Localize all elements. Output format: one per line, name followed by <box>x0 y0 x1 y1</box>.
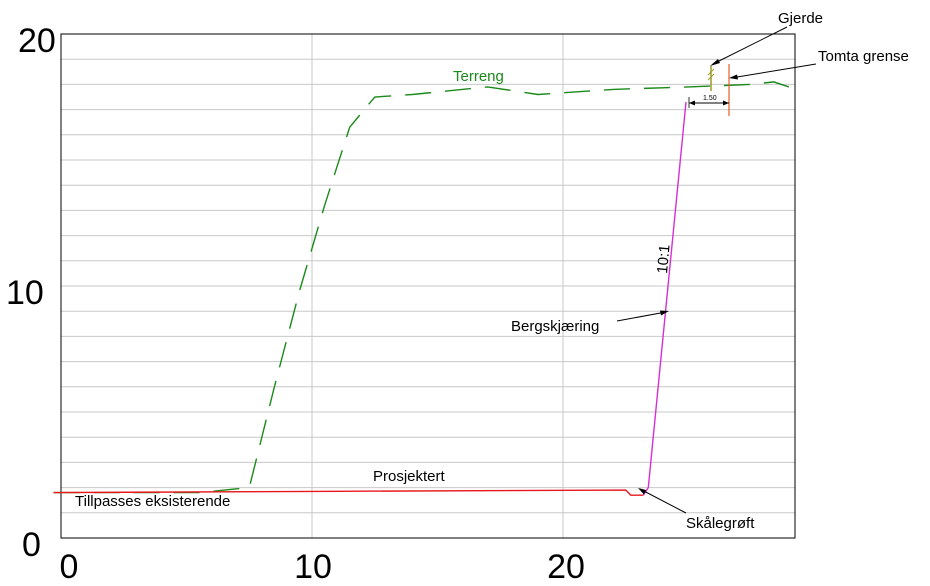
series-line-prosjektert <box>53 489 644 496</box>
property-boundary-label: Tomta grense <box>818 48 909 65</box>
slope-ratio-label: 10:1 <box>654 244 673 275</box>
fence-label: Gjerde <box>778 10 823 27</box>
ditch-label: Skålegrøft <box>686 515 755 532</box>
series-layer <box>53 81 790 496</box>
adapt-existing-label: Tillpasses eksisterende <box>75 493 230 510</box>
grid <box>61 34 795 538</box>
x-tick-label: 10 <box>294 548 332 586</box>
annotation-arrows <box>616 26 817 514</box>
plot-frame <box>60 33 796 539</box>
y-tick-label: 0 <box>22 526 41 564</box>
dimension-label: 1.50 <box>703 95 717 102</box>
y-tick-label: 20 <box>18 22 56 60</box>
project-label: Prosjektert <box>373 468 446 485</box>
terrain-label: Terreng <box>453 68 504 85</box>
x-tick-label: 0 <box>60 548 79 586</box>
series-line-terreng <box>53 81 790 494</box>
x-tick-label: 20 <box>547 548 585 586</box>
dimension-line <box>688 97 729 108</box>
y-tick-label: 10 <box>6 274 44 312</box>
series-line-bergskjæring <box>642 101 687 496</box>
rock-cut-label: Bergskjæring <box>511 318 599 335</box>
fence-marker <box>707 66 715 91</box>
